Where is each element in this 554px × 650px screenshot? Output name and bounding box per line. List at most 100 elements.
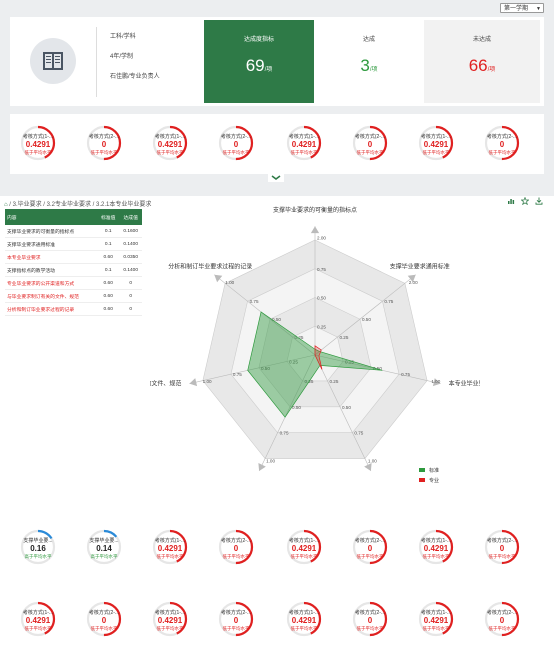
gauge-card[interactable]: 考核方式(2-... 0 低于平均水平: [218, 529, 254, 565]
gauge-value: 0.4291: [25, 140, 51, 149]
gauge-card[interactable]: 考核方式(2-... 0 低于平均水平: [352, 125, 388, 161]
gauge-title: 考核方式(2-...: [88, 134, 120, 140]
legend-item[interactable]: 标准: [419, 467, 439, 474]
radar-axis-max: 2.00: [409, 280, 418, 285]
gauge-status: 低于平均水平: [156, 150, 184, 155]
radar-tick-label: 0.50: [272, 317, 281, 322]
semester-select-value: 第一学期: [504, 6, 529, 12]
radar-indicator-label: 本专业毕业要求: [449, 380, 480, 388]
radar-axis-max: 2.00: [317, 236, 326, 241]
gauge-value: 0.14: [96, 544, 112, 553]
radar-tick-label: 0.50: [292, 405, 301, 410]
chart-type-icon[interactable]: [507, 197, 515, 207]
stat-achieved-label: 达成: [362, 37, 375, 43]
gauge-title: 支撑毕业要...: [89, 538, 119, 544]
gauge-value: 0: [233, 544, 239, 553]
radar-indicator-label: 支撑毕业要求通用标准: [390, 263, 450, 271]
table-header: 标准值: [97, 209, 120, 225]
gauge-value: 0.16: [30, 544, 46, 553]
gauge-status: 低于平均水平: [156, 626, 184, 631]
radar-tick-label: 0.25: [329, 379, 338, 384]
stat-not-achieved-label: 未达成: [472, 37, 491, 43]
gauge-status: 低于平均水平: [24, 626, 52, 631]
gauge-value: 0: [499, 140, 505, 149]
breadcrumb-text[interactable]: / 3.毕业要求 / 3.2专业毕业要求 / 3.2.1本专业毕业要求: [9, 202, 152, 208]
radar-series-major: [314, 345, 323, 370]
table-row[interactable]: 支撑指标点的教学活动 0.1 0.1400: [5, 263, 142, 277]
radar-axis-arrow: [364, 463, 372, 472]
gauge-title: 考核方式(2-...: [486, 134, 518, 140]
gauge-card[interactable]: 考核方式(1-... 0.4291 低于平均水平: [286, 601, 322, 637]
radar-tick-label: 0.75: [233, 372, 242, 377]
legend-item[interactable]: 专业: [419, 477, 439, 484]
table-row[interactable]: 分析和制订毕业要求过程的记录 0.60 0: [5, 302, 142, 316]
radar-chart: 0.25 0.50 0.75 2.00 0.25 0.50 0.75 2.00 0.25 0.50…: [150, 206, 480, 472]
radar-tick-label: 0.50: [342, 405, 351, 410]
gauge-card[interactable]: 考核方式(2-... 0 低于平均水平: [86, 125, 122, 161]
gauge-card[interactable]: 考核方式(2-... 0 低于平均水平: [484, 125, 520, 161]
gauge-card[interactable]: 考核方式(1-... 0.4291 低于平均水平: [418, 125, 454, 161]
gauge-card[interactable]: 考核方式(2-... 0 低于平均水平: [352, 601, 388, 637]
home-icon[interactable]: ⌂: [4, 202, 8, 208]
gauge-value: 0.4291: [157, 544, 183, 553]
gauge-card[interactable]: 考核方式(1-... 0.4291 低于平均水平: [20, 125, 56, 161]
table-row[interactable]: 与毕业要求制订有关的文件、规范 0.60 0: [5, 289, 142, 303]
gauge-value: 0: [499, 616, 505, 625]
stat-not-achieved-value: 66/项: [468, 56, 496, 75]
gauge-title: 考核方式(2-...: [220, 538, 252, 544]
radar-tick-label: 0.75: [280, 431, 289, 436]
star-icon[interactable]: [520, 196, 530, 207]
radar-axis: [314, 354, 372, 472]
gauge-value: 0: [101, 616, 107, 625]
download-icon[interactable]: [535, 197, 543, 207]
gauge-status: 低于平均水平: [90, 626, 118, 631]
expand-toggle[interactable]: [268, 174, 284, 182]
radar-tick-label: 0.50: [261, 366, 270, 371]
gauge-value: 0: [233, 616, 239, 625]
gauge-card[interactable]: 考核方式(2-... 0 低于平均水平: [484, 529, 520, 565]
gauge-card[interactable]: 考核方式(1-... 0.4291 低于平均水平: [286, 529, 322, 565]
gauge-card[interactable]: 考核方式(1-... 0.4291 低于平均水平: [418, 601, 454, 637]
gauge-value: 0: [499, 544, 505, 553]
cell-name: 与毕业要求制订有关的文件、规范: [5, 289, 98, 303]
table-row[interactable]: 本专业毕业要求 0.60 0.0350: [5, 250, 142, 264]
stat-total-label: 达成度指标: [243, 37, 274, 43]
gauge-title: 考核方式(2-...: [220, 134, 252, 140]
profile-discipline: 工科/学科: [110, 34, 136, 40]
gauge-card[interactable]: 考核方式(2-... 0 低于平均水平: [218, 601, 254, 637]
gauge-card[interactable]: 支撑毕业要... 0.14 高于平均水平: [86, 529, 122, 565]
breadcrumb: ⌂ / 3.毕业要求 / 3.2专业毕业要求 / 3.2.1本专业毕业要求: [4, 199, 151, 208]
table-row[interactable]: 支撑毕业要求的可衡量的指标点 0.1 0.1600: [5, 225, 142, 238]
gauge-status: 低于平均水平: [222, 554, 250, 559]
gauge-card[interactable]: 支撑毕业要... 0.16 高于平均水平: [20, 529, 56, 565]
gauge-card[interactable]: 考核方式(1-... 0.4291 低于平均水平: [418, 529, 454, 565]
table-row[interactable]: 专业毕业要求的公开渠道和方式 0.60 0: [5, 276, 142, 290]
gauge-status: 低于平均水平: [356, 626, 384, 631]
chevron-down-icon: ▼: [536, 6, 541, 12]
gauge-card[interactable]: 考核方式(1-... 0.4291 低于平均水平: [20, 601, 56, 637]
gauge-card[interactable]: 考核方式(1-... 0.4291 低于平均水平: [152, 529, 188, 565]
gauge-card[interactable]: 考核方式(2-... 0 低于平均水平: [86, 601, 122, 637]
cell-val: 0.1400: [119, 263, 142, 277]
gauge-status: 低于平均水平: [488, 626, 516, 631]
divider: [96, 27, 97, 97]
gauge-card[interactable]: 考核方式(2-... 0 低于平均水平: [218, 125, 254, 161]
gauge-value: 0: [367, 140, 373, 149]
gauge-status: 高于平均水平: [90, 554, 118, 559]
table-row[interactable]: 支撑毕业要求通用标准 0.1 0.1400: [5, 237, 142, 251]
radar-indicator-label: 毕业要求制订有关的文件、规范: [150, 380, 181, 388]
gauge-status: 低于平均水平: [90, 150, 118, 155]
gauge-status: 低于平均水平: [356, 554, 384, 559]
radar-axis-arrow: [432, 378, 441, 387]
gauge-card[interactable]: 考核方式(2-... 0 低于平均水平: [484, 601, 520, 637]
gauge-value: 0.4291: [25, 616, 51, 625]
gauge-card[interactable]: 考核方式(2-... 0 低于平均水平: [352, 529, 388, 565]
gauge-title: 考核方式(2-...: [220, 610, 252, 616]
radar-tick-label: 0.75: [250, 299, 259, 304]
gauge-card[interactable]: 考核方式(1-... 0.4291 低于平均水平: [286, 125, 322, 161]
semester-select[interactable]: 第一学期 ▼: [500, 3, 544, 13]
cell-name: 分析和制订毕业要求过程的记录: [5, 302, 98, 316]
gauge-status: 低于平均水平: [422, 554, 450, 559]
gauge-card[interactable]: 考核方式(1-... 0.4291 低于平均水平: [152, 125, 188, 161]
gauge-card[interactable]: 考核方式(1-... 0.4291 低于平均水平: [152, 601, 188, 637]
